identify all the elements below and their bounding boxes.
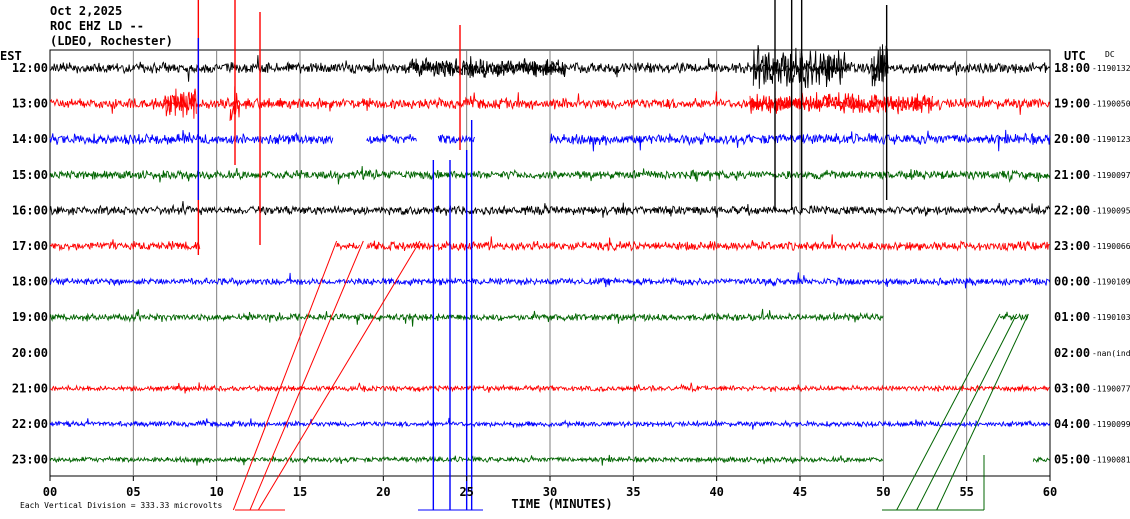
row-utc-time: 02:00 — [1054, 346, 1090, 360]
x-tick-label: 35 — [626, 485, 640, 499]
x-tick-label: 40 — [709, 485, 723, 499]
row-utc-time: 03:00 — [1054, 381, 1090, 395]
event-burst — [871, 44, 889, 87]
x-tick-label: 05 — [126, 485, 140, 499]
row-est-time: 14:00 — [12, 132, 48, 146]
row-est-time: 13:00 — [12, 97, 48, 111]
x-tick-label: 20 — [376, 485, 390, 499]
row-est-time: 21:00 — [12, 381, 48, 395]
trace-blue — [437, 134, 476, 144]
row-dc-value: -1190103 — [1092, 313, 1130, 322]
row-est-time: 12:00 — [12, 61, 48, 75]
row-utc-time: 22:00 — [1054, 203, 1090, 217]
diagonal-line — [916, 313, 1018, 511]
axis-labels: 00 05 10 15 20 25 30 35 40 45 50 55 60 TIME (MINUTES)… — [0, 49, 1130, 511]
trace-green — [49, 166, 1051, 185]
row-est-time: 20:00 — [12, 346, 48, 360]
x-tick-label: 45 — [793, 485, 807, 499]
trace-red — [336, 242, 361, 251]
x-tick-label: 30 — [543, 485, 557, 499]
row-est-time: 16:00 — [12, 203, 48, 217]
trace-blue — [49, 130, 334, 146]
row-utc-time: 04:00 — [1054, 417, 1090, 431]
row-utc-time: 01:00 — [1054, 310, 1090, 324]
row-est-time: 18:00 — [12, 275, 48, 289]
row-dc-value: -1190109 — [1092, 278, 1130, 287]
row-dc-value: -1190123 — [1092, 135, 1130, 144]
est-label: EST — [0, 49, 22, 63]
grid-lines — [132, 50, 968, 476]
row-est-time: 22:00 — [12, 417, 48, 431]
event-lines — [197, 0, 1029, 511]
trace-red — [366, 234, 1051, 252]
trace-blue — [549, 129, 1051, 152]
diagonal-line — [232, 240, 338, 511]
row-est-time: 23:00 — [12, 453, 48, 467]
x-tick-label: 25 — [459, 485, 473, 499]
row-dc-value: -1190081 — [1092, 456, 1130, 465]
x-tick-label: 00 — [43, 485, 57, 499]
row-utc-time: 00:00 — [1054, 275, 1090, 289]
x-axis-label: TIME (MINUTES) — [511, 497, 612, 511]
trace-blue — [49, 417, 1051, 430]
row-dc-value: -1190132 — [1092, 64, 1130, 73]
trace-red — [49, 382, 1050, 394]
row-utc-time: 19:00 — [1054, 97, 1090, 111]
trace-blue — [49, 272, 1051, 289]
event-burst — [407, 56, 567, 79]
row-utc-time: 05:00 — [1054, 453, 1090, 467]
x-tick-label: 10 — [209, 485, 223, 499]
row-utc-time: 21:00 — [1054, 168, 1090, 182]
row-est-time: 15:00 — [12, 168, 48, 182]
date-title: Oct 2,2025 — [50, 4, 123, 18]
diagonal-line — [896, 313, 1001, 511]
dc-label: DC — [1105, 50, 1115, 59]
row-dc-value: -1190099 — [1092, 420, 1130, 429]
station-code: ROC EHZ LD -- — [50, 19, 144, 33]
x-tick-label: 15 — [293, 485, 307, 499]
row-utc-time: 20:00 — [1054, 132, 1090, 146]
row-dc-value: -nan(ind — [1092, 349, 1130, 358]
x-tick-label: 55 — [959, 485, 973, 499]
diagonal-line — [257, 240, 421, 511]
trace-green — [1032, 456, 1050, 464]
diagonal-line — [936, 313, 1029, 511]
row-utc-time: 23:00 — [1054, 239, 1090, 253]
diagonal-line — [249, 240, 364, 511]
row-utc-time: 18:00 — [1054, 61, 1090, 75]
trace-blue — [366, 134, 417, 144]
x-tick-label: 50 — [876, 485, 890, 499]
event-burst — [162, 88, 197, 119]
x-tick-label: 60 — [1043, 485, 1057, 499]
row-est-time: 19:00 — [12, 310, 48, 324]
row-dc-value: -1190066 — [1092, 242, 1130, 251]
row-est-time: 17:00 — [12, 239, 48, 253]
row-dc-value: -1190097 — [1092, 171, 1130, 180]
trace-black — [49, 201, 1051, 218]
event-burst — [752, 45, 847, 89]
row-dc-value: -1190077 — [1092, 384, 1130, 393]
trace-green — [999, 311, 1029, 321]
utc-label: UTC — [1064, 49, 1086, 63]
scale-note: Each Vertical Division = 333.33 microvol… — [20, 501, 222, 510]
network-name: (LDEO, Rochester) — [50, 34, 173, 48]
trace-red — [49, 239, 201, 252]
event-burst — [749, 92, 933, 115]
row-dc-value: -1190095 — [1092, 206, 1130, 215]
row-dc-value: -1190050 — [1092, 100, 1130, 109]
